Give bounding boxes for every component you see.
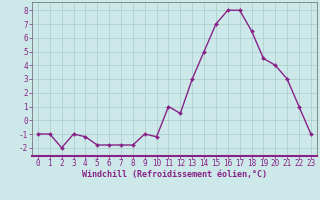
X-axis label: Windchill (Refroidissement éolien,°C): Windchill (Refroidissement éolien,°C)	[82, 170, 267, 179]
